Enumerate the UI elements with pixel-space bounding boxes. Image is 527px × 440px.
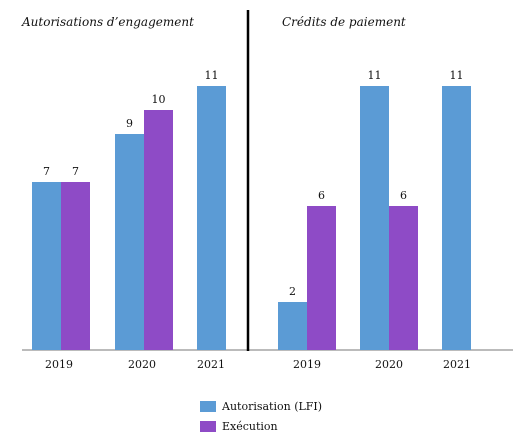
panel-title-credits: Crédits de paiement (282, 15, 406, 29)
data-label-p1-2019-s1: 6 (318, 189, 325, 202)
data-label-p0-2019-s0: 7 (43, 165, 50, 178)
bar-p0-2020-s1 (144, 110, 173, 350)
bar-p1-2021-s0 (442, 86, 471, 350)
x-tick-label-p0-2019: 2019 (45, 358, 73, 371)
data-label-p1-2021-s0: 11 (450, 69, 464, 82)
legend-item-execution: Exécution (200, 416, 322, 436)
data-label-p1-2020-s0: 11 (368, 69, 382, 82)
legend: Autorisation (LFI) Exécution (200, 396, 322, 436)
bar-p1-2019-s1 (307, 206, 336, 350)
bar-p0-2021-s0 (197, 86, 226, 350)
x-tick-label-p1-2019: 2019 (293, 358, 321, 371)
x-tick-label-p0-2021: 2021 (197, 358, 225, 371)
x-tick-label-p0-2020: 2020 (128, 358, 156, 371)
bar-p0-2019-s0 (32, 182, 61, 350)
legend-label-execution: Exécution (222, 419, 278, 433)
data-label-p0-2021-s0: 11 (205, 69, 219, 82)
bar-p0-2020-s0 (115, 134, 144, 350)
data-label-p0-2020-s1: 10 (152, 93, 166, 106)
data-label-p1-2019-s0: 2 (289, 285, 296, 298)
legend-swatch-execution (200, 420, 216, 432)
data-label-p0-2019-s1: 7 (72, 165, 79, 178)
bar-p1-2020-s1 (389, 206, 418, 350)
data-label-p1-2020-s1: 6 (400, 189, 407, 202)
legend-item-autorisation: Autorisation (LFI) (200, 396, 322, 416)
x-tick-label-p1-2020: 2020 (375, 358, 403, 371)
bar-p1-2019-s0 (278, 302, 307, 350)
panel-title-autorisations: Autorisations d’engagement (21, 15, 194, 29)
bar-p0-2019-s1 (61, 182, 90, 350)
bar-p1-2020-s0 (360, 86, 389, 350)
legend-swatch-autorisation (200, 400, 216, 412)
x-tick-label-p1-2021: 2021 (443, 358, 471, 371)
legend-label-autorisation: Autorisation (LFI) (222, 399, 323, 413)
data-label-p0-2020-s0: 9 (126, 117, 133, 130)
